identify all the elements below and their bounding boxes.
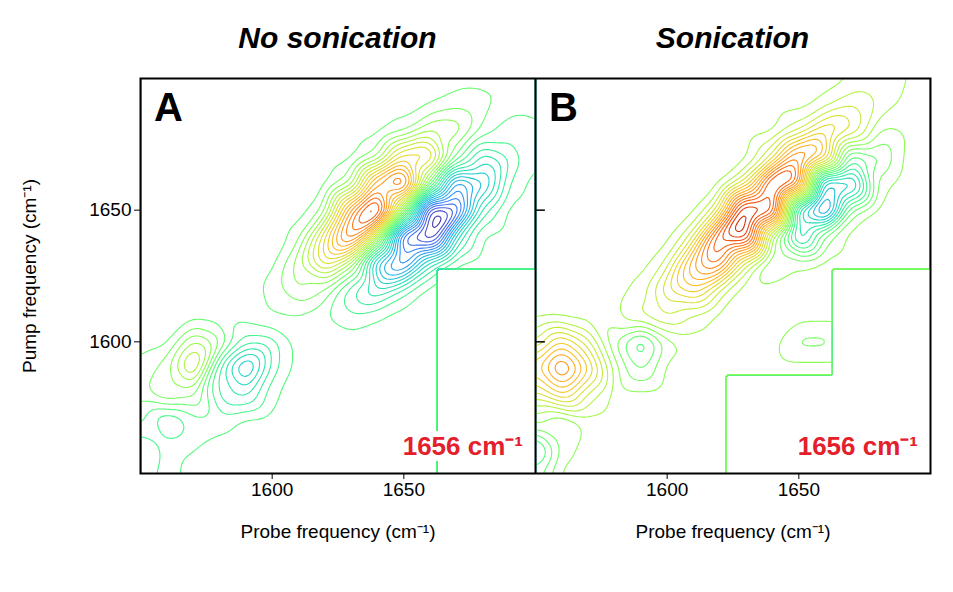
svg-text:1600: 1600 bbox=[646, 479, 688, 500]
svg-text:1600: 1600 bbox=[89, 331, 131, 352]
svg-text:1650: 1650 bbox=[89, 199, 131, 220]
html-text:1656 cm⁻¹: 1656 cm⁻¹ bbox=[402, 431, 523, 461]
svg-text:Pump frequency (cm⁻¹): Pump frequency (cm⁻¹) bbox=[19, 179, 40, 373]
svg-text:Probe frequency (cm⁻¹): Probe frequency (cm⁻¹) bbox=[240, 521, 435, 542]
svg-text:Probe frequency (cm⁻¹): Probe frequency (cm⁻¹) bbox=[635, 521, 830, 542]
html-text:1656 cm⁻¹: 1656 cm⁻¹ bbox=[797, 431, 918, 461]
svg-text:1600: 1600 bbox=[251, 479, 293, 500]
html-text:No sonication: No sonication bbox=[238, 21, 437, 54]
svg-text:1650: 1650 bbox=[383, 479, 425, 500]
svg-text:1650: 1650 bbox=[778, 479, 820, 500]
html-text:Sonication: Sonication bbox=[655, 21, 810, 54]
html-text:B: B bbox=[549, 85, 578, 129]
html-text:A: A bbox=[154, 85, 183, 129]
